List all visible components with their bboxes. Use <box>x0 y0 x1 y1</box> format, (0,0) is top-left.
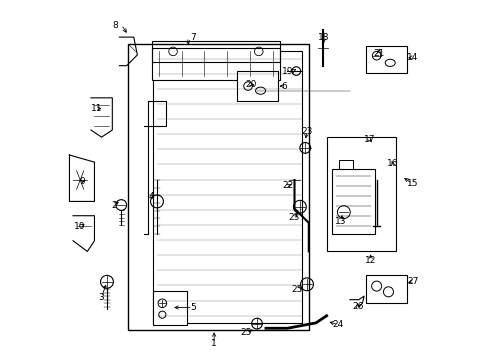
Bar <box>153 291 187 325</box>
Text: 23: 23 <box>287 213 299 222</box>
Text: 17: 17 <box>363 135 374 144</box>
Text: 1: 1 <box>211 339 217 348</box>
Bar <box>237 71 278 102</box>
Bar <box>153 51 301 323</box>
Text: 8: 8 <box>112 21 118 30</box>
Text: 3: 3 <box>99 293 104 302</box>
Bar <box>339 160 353 169</box>
Text: 12: 12 <box>364 256 376 265</box>
Bar <box>128 44 308 330</box>
Text: 26: 26 <box>352 302 363 311</box>
Bar <box>326 137 395 251</box>
Text: 5: 5 <box>189 303 195 312</box>
Text: 21: 21 <box>373 49 384 58</box>
Text: 18: 18 <box>317 33 329 42</box>
Bar <box>365 46 406 73</box>
Text: 25: 25 <box>240 328 251 337</box>
Text: 10: 10 <box>74 222 86 231</box>
Text: 16: 16 <box>386 159 398 168</box>
Text: 20: 20 <box>245 80 256 89</box>
Text: 14: 14 <box>406 53 417 62</box>
Text: 9: 9 <box>79 177 84 186</box>
Text: 15: 15 <box>406 179 417 188</box>
Text: 4: 4 <box>148 192 154 201</box>
Text: 13: 13 <box>334 217 346 226</box>
Text: 23: 23 <box>301 127 312 136</box>
Text: 22: 22 <box>282 181 293 190</box>
Text: 27: 27 <box>407 276 418 285</box>
Ellipse shape <box>255 87 265 94</box>
Bar <box>365 275 406 303</box>
Bar <box>151 41 280 62</box>
Text: 11: 11 <box>90 104 102 113</box>
Text: 24: 24 <box>332 320 343 329</box>
Text: 7: 7 <box>189 33 195 42</box>
Text: 6: 6 <box>280 82 286 91</box>
Text: 2: 2 <box>111 201 117 210</box>
Ellipse shape <box>385 59 394 66</box>
Bar <box>151 48 280 80</box>
Bar <box>331 169 374 234</box>
Text: 19: 19 <box>282 67 293 76</box>
Text: 25: 25 <box>291 285 303 294</box>
